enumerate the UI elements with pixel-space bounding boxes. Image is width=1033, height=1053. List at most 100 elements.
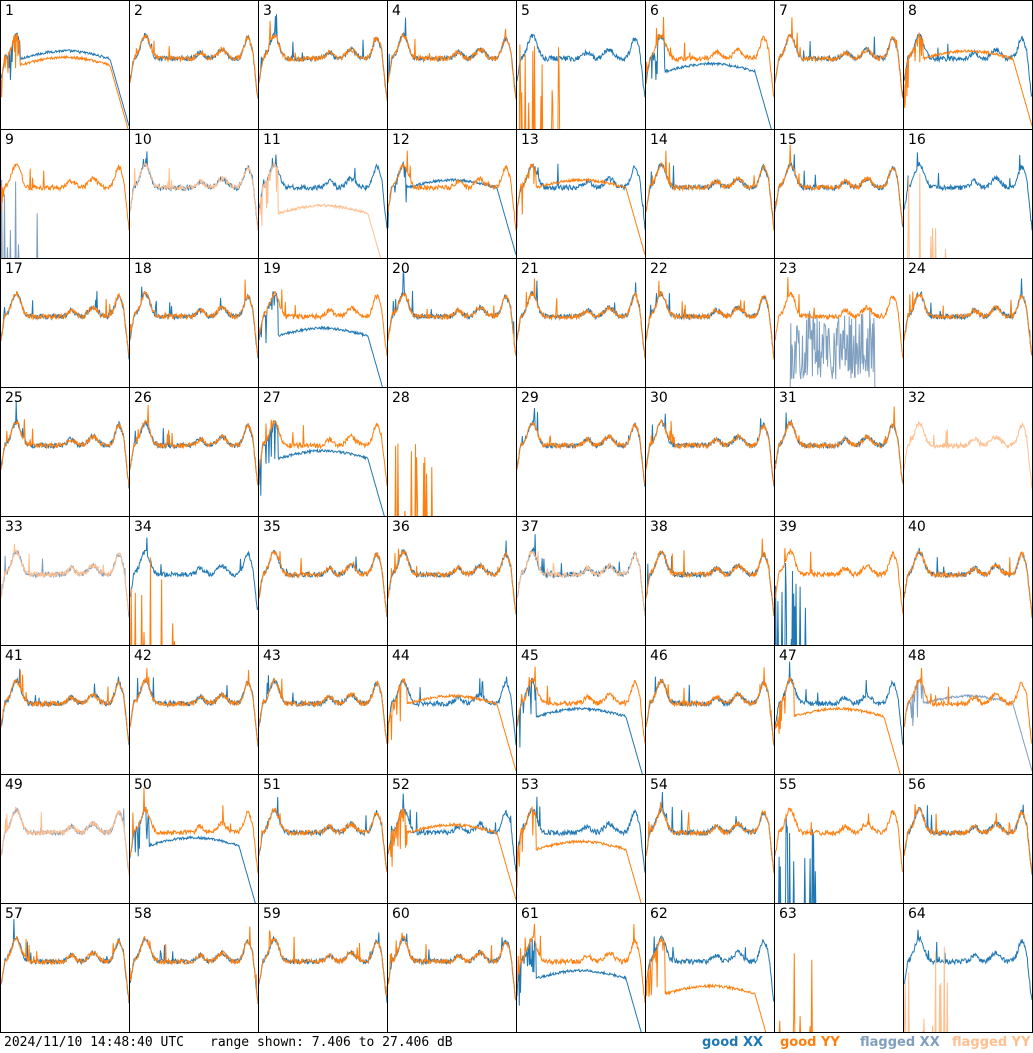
tile-29-plot: [517, 407, 645, 487]
tile-49: 49: [0, 774, 129, 903]
tile-label: 50: [134, 777, 152, 793]
tile-label: 8: [908, 3, 917, 19]
tile-61-plot: [517, 923, 645, 1032]
tile-16: 16: [903, 129, 1032, 258]
tile-43-plot: [259, 675, 387, 744]
tile-23-yy-line: [775, 277, 903, 358]
tile-19-xx-line: [259, 291, 383, 387]
tile-label: 14: [650, 132, 668, 148]
tile-23-plot: [775, 277, 903, 387]
tile-64-plot: [904, 929, 1032, 1032]
tile-label: 41: [5, 648, 23, 664]
tile-8-xx-line: [904, 33, 1032, 97]
tile-6-yy-line: [646, 17, 774, 98]
tile-53: 53: [516, 774, 645, 903]
tile-15: 15: [774, 129, 903, 258]
tile-20-plot: [388, 272, 516, 356]
tile-label: 24: [908, 261, 926, 277]
timestamp: 2024/11/10 14:48:40 UTC: [4, 1035, 185, 1050]
tile-45: 45: [516, 645, 645, 774]
tile-39-plot: [775, 547, 903, 645]
tile-6: 6: [645, 0, 774, 129]
tile-2-plot: [130, 32, 258, 99]
tile-45-plot: [517, 666, 645, 774]
tile-1-xx-line: [1, 32, 129, 126]
tile-label: 16: [908, 132, 926, 148]
tile-41-plot: [1, 668, 129, 746]
tile-13-yy-line: [517, 163, 645, 255]
tile-51-plot: [259, 796, 387, 873]
tile-label: 3: [263, 3, 272, 19]
tile-40: 40: [903, 516, 1032, 645]
tile-64-xx-line: [904, 929, 1032, 1001]
tile-47-xx-line: [775, 661, 903, 746]
tile-label: 47: [779, 648, 797, 664]
range-shown: range shown: 7.406 to 27.406 dB: [210, 1035, 453, 1050]
tile-label: 13: [521, 132, 539, 148]
tile-26: 26: [129, 387, 258, 516]
tile-32-plot: [904, 421, 1032, 489]
tile-49-yy-line: [1, 806, 129, 875]
tile-44: 44: [387, 645, 516, 774]
tile-label: 62: [650, 906, 668, 922]
tile-37: 37: [516, 516, 645, 645]
tile-42-yy-line: [130, 667, 258, 746]
tile-label: 43: [263, 648, 281, 664]
tile-label: 10: [134, 132, 152, 148]
tile-1: 1: [0, 0, 129, 129]
tile-13-plot: [517, 163, 645, 255]
tile-41: 41: [0, 645, 129, 774]
tile-36-plot: [388, 540, 516, 615]
tile-13: 13: [516, 129, 645, 258]
tile-50-plot: [130, 787, 258, 903]
tile-52: 52: [387, 774, 516, 903]
tile-27-plot: [259, 419, 387, 516]
tile-label: 57: [5, 906, 23, 922]
tile-23-xx-line: [789, 310, 876, 387]
tile-18: 18: [129, 258, 258, 387]
tile-11-plot: [259, 154, 387, 258]
tile-39: 39: [774, 516, 903, 645]
tile-46-yy-line: [646, 667, 774, 745]
tile-38-yy-line: [646, 538, 774, 617]
tile-14: 14: [645, 129, 774, 258]
tile-33-yy-line: [1, 543, 129, 613]
tile-15-xx-line: [775, 154, 903, 228]
tile-44-plot: [388, 676, 516, 771]
tile-10: 10: [129, 129, 258, 258]
tile-label: 55: [779, 777, 797, 793]
tile-58-yy-line: [130, 926, 258, 1004]
tile-28: 28: [387, 387, 516, 516]
tile-62-plot: [646, 934, 774, 1032]
tile-29: 29: [516, 387, 645, 516]
tile-label: 17: [5, 261, 23, 277]
tile-45-xx-line: [517, 677, 643, 774]
tile-44-xx-line: [388, 676, 516, 746]
tile-55-plot: [775, 807, 903, 903]
tile-label: 26: [134, 390, 152, 406]
tile-30-xx-line: [646, 413, 774, 487]
tile-5-xx-line: [517, 33, 645, 98]
tile-52-yy-line: [388, 807, 516, 900]
tile-label: 40: [908, 519, 926, 535]
tile-40-plot: [904, 547, 1032, 618]
tile-12-plot: [388, 150, 516, 255]
tile-1-yy-line: [1, 33, 129, 129]
tile-label: 28: [392, 390, 410, 406]
tile-51: 51: [258, 774, 387, 903]
tile-label: 31: [779, 390, 797, 406]
tile-3-plot: [259, 14, 387, 101]
tile-22-plot: [646, 280, 774, 360]
tile-37-plot: [517, 534, 645, 616]
tile-label: 36: [392, 519, 410, 535]
tile-label: 1: [5, 3, 14, 19]
tile-15-yy-line: [775, 144, 903, 226]
tile-label: 64: [908, 906, 926, 922]
tile-26-xx-line: [130, 419, 258, 486]
tile-41-yy-line: [1, 670, 129, 743]
tile-6-plot: [646, 17, 774, 129]
tile-53-yy-line: [517, 806, 642, 903]
tile-63-plot: [778, 953, 813, 1032]
tile-33: 33: [0, 516, 129, 645]
tile-57-yy-line: [1, 936, 129, 1001]
